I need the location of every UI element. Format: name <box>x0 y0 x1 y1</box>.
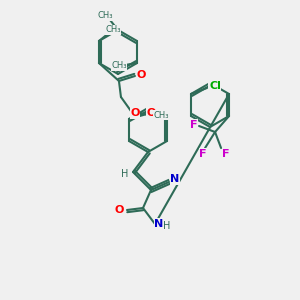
Text: Cl: Cl <box>209 81 221 91</box>
Text: O: O <box>146 108 156 118</box>
Text: F: F <box>222 149 230 159</box>
Text: N: N <box>154 219 164 229</box>
Text: N: N <box>170 174 180 184</box>
Text: O: O <box>130 108 140 118</box>
Text: CH₃: CH₃ <box>153 110 169 119</box>
Text: O: O <box>114 205 124 215</box>
Text: CH₃: CH₃ <box>111 61 127 70</box>
Text: CH₃: CH₃ <box>97 11 113 20</box>
Text: F: F <box>190 120 198 130</box>
Text: H: H <box>163 221 171 231</box>
Text: H: H <box>121 169 129 179</box>
Text: O: O <box>136 70 146 80</box>
Text: F: F <box>199 149 207 159</box>
Text: CH₃: CH₃ <box>105 26 121 34</box>
